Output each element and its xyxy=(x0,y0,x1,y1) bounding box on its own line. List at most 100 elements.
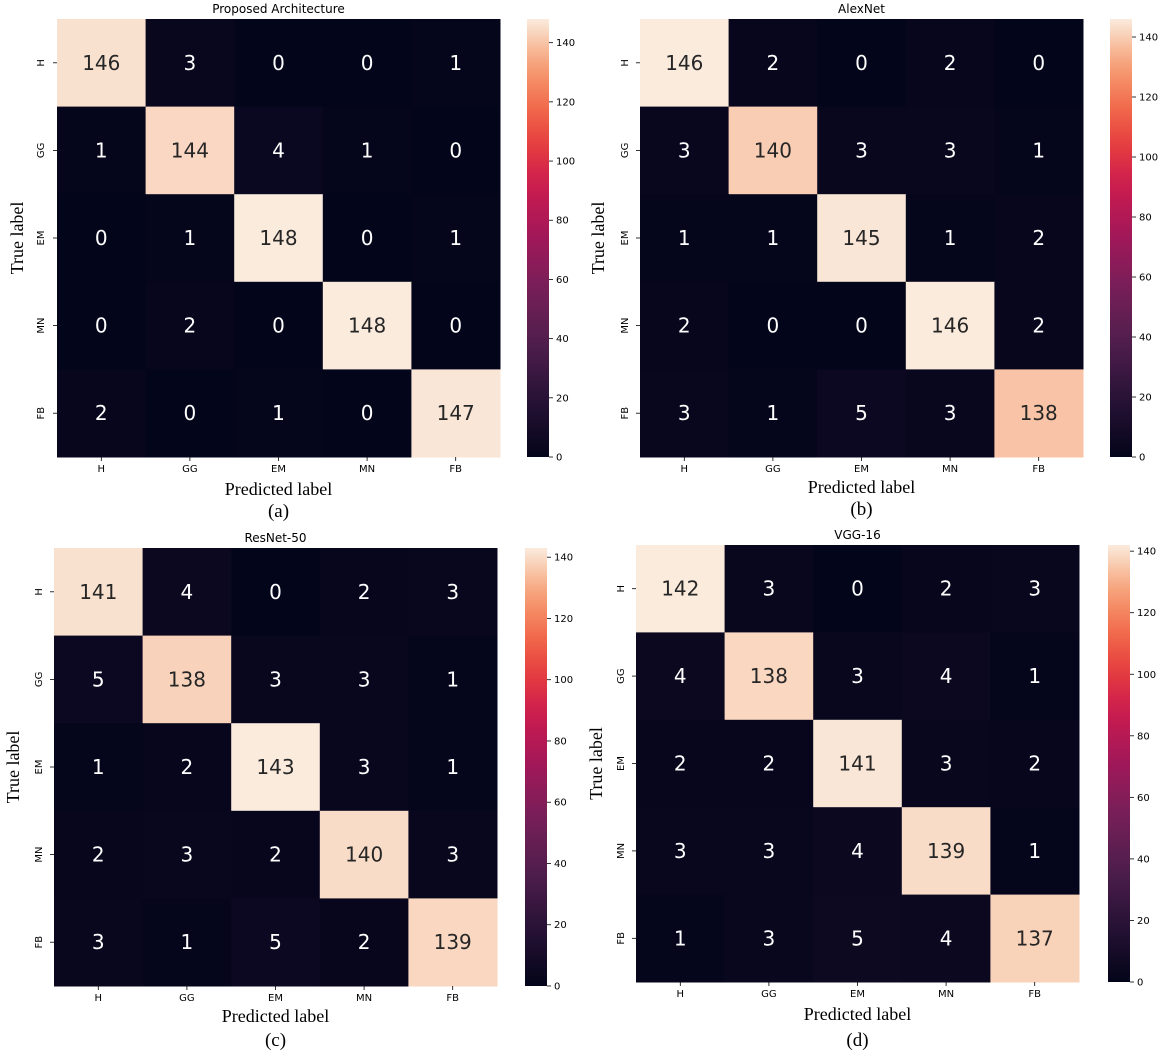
heatmap-cell xyxy=(57,106,147,195)
colorbar xyxy=(525,548,547,986)
x-tick-label: FB xyxy=(1028,989,1041,1000)
colorbar-tick-label: 40 xyxy=(556,334,569,345)
cell-value-label: 3 xyxy=(184,51,197,75)
x-tick-label: GG xyxy=(761,989,777,1000)
panel-title: AlexNet xyxy=(838,2,885,16)
x-tick-label: EM xyxy=(850,989,865,1000)
x-axis-label: Predicted label xyxy=(804,1004,911,1024)
heatmap-cell xyxy=(728,281,818,370)
cell-value-label: 2 xyxy=(763,752,776,776)
colorbar xyxy=(1110,19,1132,457)
heatmap-cell xyxy=(57,281,147,370)
colorbar-tick-label: 60 xyxy=(1139,273,1152,284)
heatmap-cell xyxy=(640,194,730,283)
y-tick-label: GG xyxy=(36,143,47,159)
cell-value-label: 138 xyxy=(1020,401,1058,425)
cell-value-label: 2 xyxy=(358,930,371,954)
cell-value-label: 4 xyxy=(272,138,285,162)
heatmap-cell xyxy=(990,545,1080,633)
x-tick-label: H xyxy=(95,993,103,1004)
cell-value-label: 4 xyxy=(851,839,864,863)
heatmap-cell xyxy=(322,106,412,195)
cell-value-label: 2 xyxy=(1032,226,1045,250)
cell-value-label: 3 xyxy=(92,930,105,954)
y-tick-label: FB xyxy=(616,932,627,945)
heatmap-cell xyxy=(234,194,324,283)
heatmap-cell xyxy=(640,281,730,370)
cell-value-label: 3 xyxy=(851,664,864,688)
x-tick-label: H xyxy=(677,989,685,1000)
y-axis-label: True label xyxy=(588,202,608,275)
heatmap-cell xyxy=(57,19,147,108)
colorbar-tick-label: 40 xyxy=(1139,333,1152,344)
x-tick-label: H xyxy=(681,464,689,475)
panel-caption: (a) xyxy=(268,501,289,522)
cell-value-label: 5 xyxy=(92,667,105,691)
heatmap-cell xyxy=(234,106,324,195)
colorbar-tick-label: 0 xyxy=(1139,453,1145,464)
heatmap-cell xyxy=(990,894,1080,983)
cell-value-label: 138 xyxy=(168,667,206,691)
x-tick-label: H xyxy=(98,464,106,475)
colorbar-tick-label: 120 xyxy=(1137,608,1156,619)
heatmap-cell xyxy=(408,810,498,899)
cell-value-label: 4 xyxy=(181,580,194,604)
cell-value-label: 1 xyxy=(767,226,780,250)
colorbar-tick-label: 20 xyxy=(1139,393,1152,404)
cell-value-label: 3 xyxy=(358,755,371,779)
x-tick-label: FB xyxy=(449,464,462,475)
cell-value-label: 148 xyxy=(259,226,297,250)
heatmap-cell xyxy=(817,194,907,283)
heatmap-cell xyxy=(640,106,730,195)
cell-value-label: 143 xyxy=(256,755,294,779)
y-axis-label: True label xyxy=(3,731,23,804)
cell-value-label: 2 xyxy=(944,51,957,75)
panel-title: VGG-16 xyxy=(834,528,880,542)
cell-value-label: 141 xyxy=(79,580,117,604)
x-tick-label: MN xyxy=(938,989,954,1000)
colorbar-tick-label: 80 xyxy=(554,736,567,747)
colorbar-tick-label: 100 xyxy=(1139,153,1158,164)
heatmap-cell xyxy=(724,545,814,633)
cell-value-label: 0 xyxy=(1032,51,1045,75)
heatmap-cell xyxy=(231,810,321,899)
cell-value-label: 3 xyxy=(446,580,459,604)
heatmap-cell xyxy=(411,369,501,458)
heatmap-cell xyxy=(813,807,903,896)
y-tick-label: H xyxy=(620,59,631,67)
heatmap-cell xyxy=(57,369,147,458)
cell-value-label: 0 xyxy=(361,226,374,250)
cell-value-label: 0 xyxy=(449,138,462,162)
cell-value-label: 0 xyxy=(95,314,108,338)
heatmap-cell xyxy=(231,723,321,812)
cell-value-label: 3 xyxy=(358,667,371,691)
cell-value-label: 0 xyxy=(272,51,285,75)
heatmap-cell xyxy=(817,19,907,108)
cell-value-label: 3 xyxy=(763,926,776,950)
heatmap-cell xyxy=(905,369,995,458)
y-tick-label: FB xyxy=(36,407,47,420)
cell-value-label: 147 xyxy=(437,401,475,425)
colorbar-tick-label: 140 xyxy=(554,553,573,564)
heatmap-cell xyxy=(319,810,409,899)
heatmap-cell xyxy=(901,807,991,896)
heatmap-cell xyxy=(54,810,144,899)
cell-value-label: 0 xyxy=(272,314,285,338)
colorbar-tick-label: 60 xyxy=(554,798,567,809)
x-tick-label: EM xyxy=(268,993,283,1004)
cell-value-label: 1 xyxy=(181,930,194,954)
heatmap-cell xyxy=(994,194,1084,283)
cell-value-label: 139 xyxy=(434,930,472,954)
cell-value-label: 138 xyxy=(750,664,788,688)
cell-value-label: 0 xyxy=(851,577,864,601)
x-tick-label: MN xyxy=(942,464,958,475)
cell-value-label: 148 xyxy=(348,314,386,338)
colorbar-tick-label: 60 xyxy=(1137,793,1150,804)
panel-caption: (c) xyxy=(265,1030,286,1051)
heatmap-cell xyxy=(57,194,147,283)
cell-value-label: 4 xyxy=(940,664,953,688)
heatmap-cell xyxy=(994,281,1084,370)
cell-value-label: 3 xyxy=(678,401,691,425)
